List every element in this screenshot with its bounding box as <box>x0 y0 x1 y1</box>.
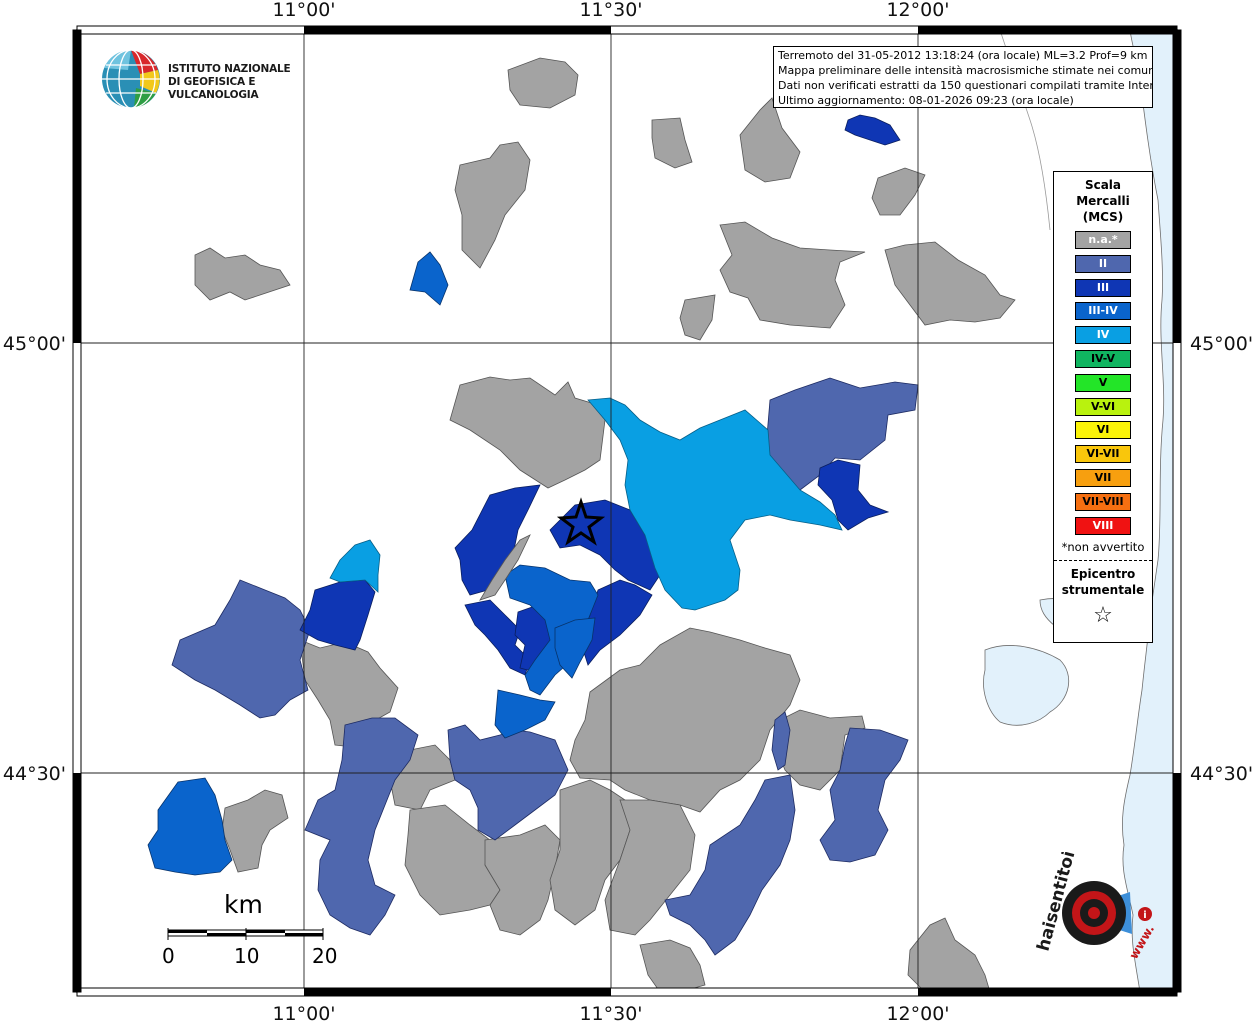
event-info-line: Mappa preliminare delle intensità macros… <box>778 64 1153 77</box>
municipalities-na <box>194 57 1016 993</box>
epicenter-legend: Epicentro strumentale <box>1054 566 1152 598</box>
tick-label-lon: 11°30' <box>579 1003 642 1024</box>
municipality-II <box>447 724 569 841</box>
legend-item: II <box>1075 254 1131 273</box>
tick-label-lon: 11°30' <box>579 0 642 21</box>
municipality-III <box>817 459 890 531</box>
event-info-line: Dati non verificati estratti da 150 ques… <box>778 79 1153 92</box>
svg-text:i: i <box>1143 910 1146 921</box>
legend-title-line: Mercalli <box>1076 194 1130 208</box>
municipality-na <box>569 627 801 813</box>
municipality-na <box>194 247 291 301</box>
epicenter-legend-line: strumentale <box>1061 583 1145 598</box>
ingv-logo: ISTITUTO NAZIONALE DI GEOFISICA E VULCAN… <box>100 46 315 110</box>
legend-item: VII <box>1075 468 1131 487</box>
municipality-na <box>907 917 991 993</box>
event-info-line: Terremoto del 31-05-2012 13:18:24 (ora l… <box>778 49 1148 62</box>
seismograph-logo-icon: i haisentitoilterremoto.it www. <box>1034 730 1158 962</box>
mcs-legend: Scala Mercalli (MCS) n.a.* II III III-IV IV I… <box>1053 171 1153 643</box>
latitude-labels-right: 45°00' 44°30' <box>1190 333 1253 785</box>
legend-title-line: (MCS) <box>1082 210 1124 224</box>
institute-name-line1: ISTITUTO NAZIONALE <box>168 63 291 75</box>
legend-item: VIII <box>1075 516 1131 535</box>
legend-item: III <box>1075 278 1131 297</box>
star-icon: ☆ <box>1093 603 1113 629</box>
legend-title-line: Scala <box>1084 178 1122 192</box>
municipalities-III-IV <box>147 251 599 876</box>
event-info-line: Ultimo aggiornamento: 08-01-2026 09:23 (… <box>778 94 1074 107</box>
municipality-na <box>454 141 531 269</box>
municipality-na <box>884 241 1016 326</box>
municipalities-III <box>299 114 901 676</box>
legend-item: V-VI <box>1075 397 1131 416</box>
municipality-III-IV <box>494 689 556 739</box>
municipalities-II <box>171 377 919 956</box>
municipality-III <box>844 114 901 146</box>
scale-unit: km <box>224 890 263 919</box>
municipality-III-IV <box>409 251 449 306</box>
municipality-II <box>819 727 909 863</box>
municipality-na <box>484 824 561 936</box>
municipality-na <box>449 376 606 489</box>
legend-item: III-IV <box>1075 302 1131 321</box>
municipality-na <box>871 167 926 216</box>
latitude-labels-left: 45°00' 44°30' <box>3 333 66 785</box>
globe-icon <box>102 49 160 109</box>
tick-label-lon: 12°00' <box>886 0 949 21</box>
legend-item: VI-VII <box>1075 445 1131 464</box>
legend-item: IV <box>1075 326 1131 345</box>
municipality-II <box>304 717 419 936</box>
scale-bar-graphic <box>167 928 324 940</box>
tick-label-lat: 44°30' <box>3 763 66 785</box>
municipality-na <box>549 779 631 926</box>
municipality-na <box>507 57 579 109</box>
scale-label: 0 <box>162 944 175 968</box>
legend-item: VII-VIII <box>1075 492 1131 511</box>
legend-item: IV-V <box>1075 349 1131 368</box>
municipality-IV <box>329 539 381 593</box>
tick-label-lon: 12°00' <box>886 1003 949 1024</box>
haisentito-logo: i haisentitoilterremoto.it www. <box>1028 730 1158 977</box>
municipality-II <box>771 711 791 771</box>
municipality-na <box>679 294 716 341</box>
municipality-na <box>479 534 531 601</box>
longitude-labels-top: 11°00' 11°30' 12°00' <box>272 0 949 21</box>
municipality-III-IV <box>147 777 233 876</box>
municipality-na <box>719 221 866 329</box>
graticule <box>77 30 1177 992</box>
legend-divider <box>1054 560 1152 562</box>
municipality-na <box>221 789 289 873</box>
tick-label-lon: 11°00' <box>272 0 335 21</box>
municipalities-IV <box>329 397 843 611</box>
legend-title: Scala Mercalli (MCS) <box>1054 177 1152 225</box>
scale-bar: km 0 10 20 <box>158 890 338 970</box>
frame-border <box>72 25 1182 997</box>
legend-note: *non avvertito <box>1061 540 1145 555</box>
tick-label-lat: 45°00' <box>3 333 66 355</box>
legend-items: n.a.* II III III-IV IV IV-V V V-VI VI VI-VII VII VI… <box>1054 231 1152 535</box>
municipality-II <box>664 774 796 956</box>
municipality-na <box>739 97 801 183</box>
institute-name-line2: DI GEOFISICA E VULCANOLOGIA <box>168 76 259 101</box>
tick-label-lat: 45°00' <box>1190 333 1253 355</box>
tick-label-lon: 11°00' <box>272 1003 335 1024</box>
scale-label: 10 <box>234 944 260 968</box>
event-info-box: Terremoto del 31-05-2012 13:18:24 (ora l… <box>773 46 1153 108</box>
epicenter-legend-line: Epicentro <box>1070 567 1136 582</box>
municipality-IV <box>587 397 843 611</box>
longitude-labels-bottom: 11°00' 11°30' 12°00' <box>272 1003 949 1024</box>
scale-label: 20 <box>312 944 338 968</box>
municipality-na <box>651 117 693 169</box>
epicenter-star <box>556 497 606 546</box>
tick-label-lat: 44°30' <box>1190 763 1253 785</box>
legend-item: V <box>1075 373 1131 392</box>
municipality-na <box>639 939 706 993</box>
municipality-III-IV <box>554 617 596 679</box>
municipality-III-IV <box>504 564 599 696</box>
legend-item: VI <box>1075 421 1131 440</box>
municipality-na <box>604 799 696 936</box>
legend-item: n.a.* <box>1075 231 1131 249</box>
